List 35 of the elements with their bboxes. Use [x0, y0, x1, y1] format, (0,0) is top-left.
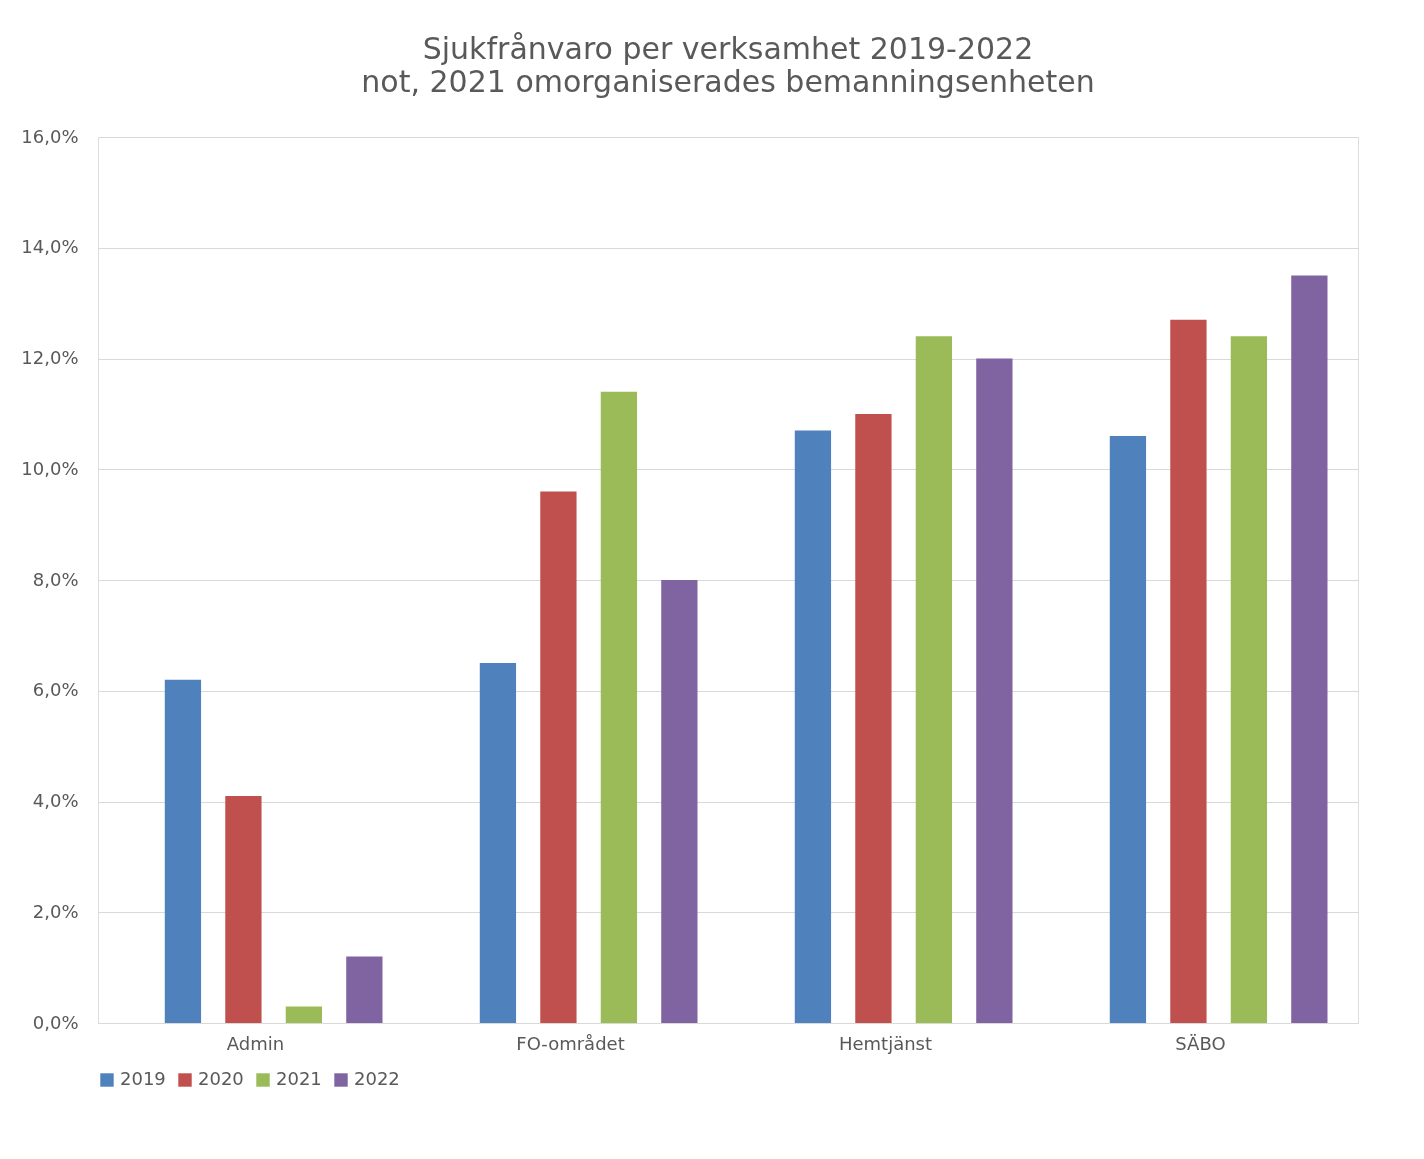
bar: [479, 663, 517, 1023]
bar: [915, 336, 953, 1023]
y-tick-label: 0,0%: [32, 1011, 79, 1033]
y-tick-label: 8,0%: [32, 568, 79, 590]
bar: [1230, 336, 1268, 1023]
bar: [794, 430, 832, 1023]
bar: [225, 795, 262, 1023]
chart-title: Sjukfrånvaro per verksamhet 2019-2022: [422, 31, 1034, 66]
y-tick-label: 2,0%: [32, 900, 79, 922]
x-tick-label: Admin: [226, 1032, 285, 1054]
bar: [540, 491, 577, 1023]
bar: [661, 580, 698, 1023]
y-tick-label: 12,0%: [21, 347, 79, 368]
bar: [346, 956, 383, 1023]
x-tick-label: SÄBO: [1175, 1032, 1226, 1054]
y-tick-label: 14,0%: [21, 236, 79, 258]
chart-subtitle: not, 2021 omorganiserades bemanningsenheten: [361, 64, 1095, 99]
x-tick-label: FO-området: [516, 1032, 625, 1054]
bar: [600, 391, 638, 1023]
y-tick-label: 6,0%: [32, 679, 79, 701]
legend-label: 2019: [120, 1068, 166, 1089]
legend-label: 2021: [276, 1068, 322, 1089]
y-tick-label: 10,0%: [21, 457, 79, 479]
bar: [164, 679, 202, 1023]
y-tick-label: 4,0%: [32, 790, 79, 811]
bar: [855, 413, 892, 1023]
bar: [1291, 275, 1328, 1023]
bar: [285, 1006, 323, 1023]
x-tick-label: Hemtjänst: [838, 1032, 933, 1054]
legend-label: 2022: [354, 1068, 400, 1089]
y-tick-label: 16,0%: [21, 125, 79, 147]
bar: [976, 358, 1013, 1023]
bar: [1170, 319, 1207, 1023]
legend-label: 2020: [198, 1068, 244, 1089]
bar: [1109, 436, 1147, 1023]
